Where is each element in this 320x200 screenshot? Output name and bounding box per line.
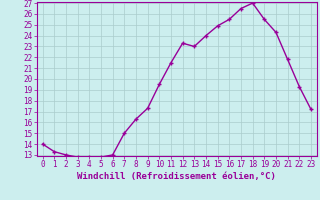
X-axis label: Windchill (Refroidissement éolien,°C): Windchill (Refroidissement éolien,°C) [77,172,276,181]
